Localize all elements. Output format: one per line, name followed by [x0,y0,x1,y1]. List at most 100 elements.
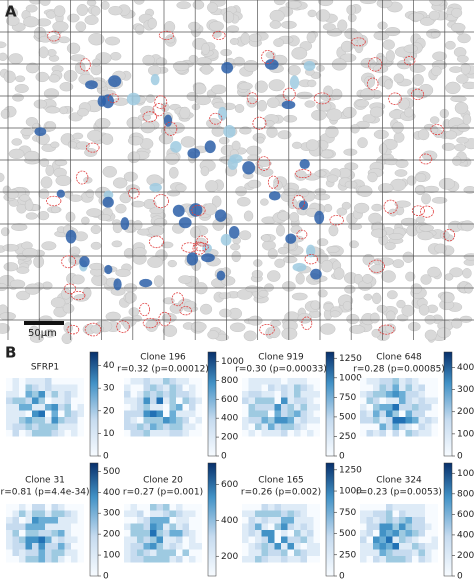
colorbar-tick-label: 800 [457,489,474,499]
heatmap-cell [392,523,399,530]
heatmap-cell [248,397,255,404]
clone-cell [113,278,122,291]
colorbar [443,351,453,457]
tissue-cell [45,121,57,132]
heatmap-cell [242,410,249,417]
tissue-cell [159,132,174,145]
heatmap-cell [163,530,170,537]
heatmap-cell [431,504,438,511]
tissue-cell [432,51,447,61]
heatmap-cell [25,384,32,391]
heatmap-cell [294,378,301,385]
colorbar-tick-label: 40 [103,361,115,371]
heatmap-cell [300,430,307,437]
heatmap-cell [313,410,320,417]
heatmap-cell [195,423,202,430]
heatmap-cell [156,430,163,437]
tissue-cell [90,324,105,334]
tissue-cell [230,243,241,251]
tissue-cell [268,79,285,92]
tissue-cell [326,174,339,183]
heatmap-cell [281,504,288,511]
tissue-cell [344,285,356,294]
heatmap-cell [418,510,425,517]
heatmap-cell [45,384,52,391]
tissue-cell [430,31,440,38]
heatmap-cell [19,510,26,517]
heatmap-cell [360,523,367,530]
tissue-cell [439,108,449,119]
tissue-cell [211,195,222,208]
heatmap-cell [77,530,84,537]
heatmap-cell [392,378,399,385]
heatmap-cell [386,430,393,437]
heatmap-cell [12,423,19,430]
heatmap-cell [255,423,262,430]
tissue-cell [266,126,278,138]
colorbar [207,462,217,577]
heatmap-cell [71,543,78,550]
heatmap-cell [176,530,183,537]
heatmap-cell [6,517,13,524]
heatmap-cell [77,523,84,530]
heatmap-cell [431,397,438,404]
heatmap-cell [130,397,137,404]
tissue-cell [385,50,395,62]
heatmap-cell [156,391,163,398]
heatmap-cell [386,410,393,417]
heatmap-cell [379,423,386,430]
heatmap-cell [313,397,320,404]
heatmap-cell [182,523,189,530]
marked-cell [181,242,198,253]
heatmap-cell [124,404,131,411]
heatmap-cell [176,417,183,424]
tissue-cell [25,62,40,74]
tissue-cell [371,203,383,212]
marked-cell [304,254,318,265]
tissue-cell [149,207,164,215]
heatmap-cell [242,504,249,511]
heatmap-cell [294,423,301,430]
heatmap-cell [425,378,432,385]
tissue-cell [33,255,45,268]
heatmap-cell [242,536,249,543]
heatmap-cell [287,404,294,411]
heatmap-cell [307,549,314,556]
heatmap-cell [287,517,294,524]
heatmap-cell [45,549,52,556]
tissue-cell [191,103,201,111]
heatmap-cell [143,417,150,424]
heatmap-cell [32,397,39,404]
tissue-cell [84,15,99,25]
heatmap-cell [268,397,275,404]
heatmap-cell [169,530,176,537]
tissue-cell [0,41,7,49]
tissue-cell [421,193,431,205]
marked-cell [179,306,192,316]
marked-cell [368,259,385,273]
heatmap-cell [64,504,71,511]
heatmap-cell [163,523,170,530]
heatmap-cell [124,417,131,424]
heatmap-cell [143,397,150,404]
heatmap-cell [6,430,13,437]
tissue-cell [346,313,360,325]
heatmap-cell [418,517,425,524]
heatmap-cell [281,417,288,424]
heatmap-cell [150,556,157,563]
heatmap-cell [294,504,301,511]
tissue-cell [331,58,347,71]
heatmap-cell [156,556,163,563]
tissue-cell [0,283,8,292]
tissue-cell [162,297,175,305]
heatmap-cell [307,523,314,530]
heatmap-cell [124,410,131,417]
heatmap-cell [38,423,45,430]
heatmap-cell [19,397,26,404]
heatmap-cell [58,397,65,404]
clone-cell [202,243,212,253]
tissue-cell [180,136,196,148]
heatmap-cell [6,404,13,411]
heatmap-cell [313,378,320,385]
tissue-cell [384,79,393,90]
